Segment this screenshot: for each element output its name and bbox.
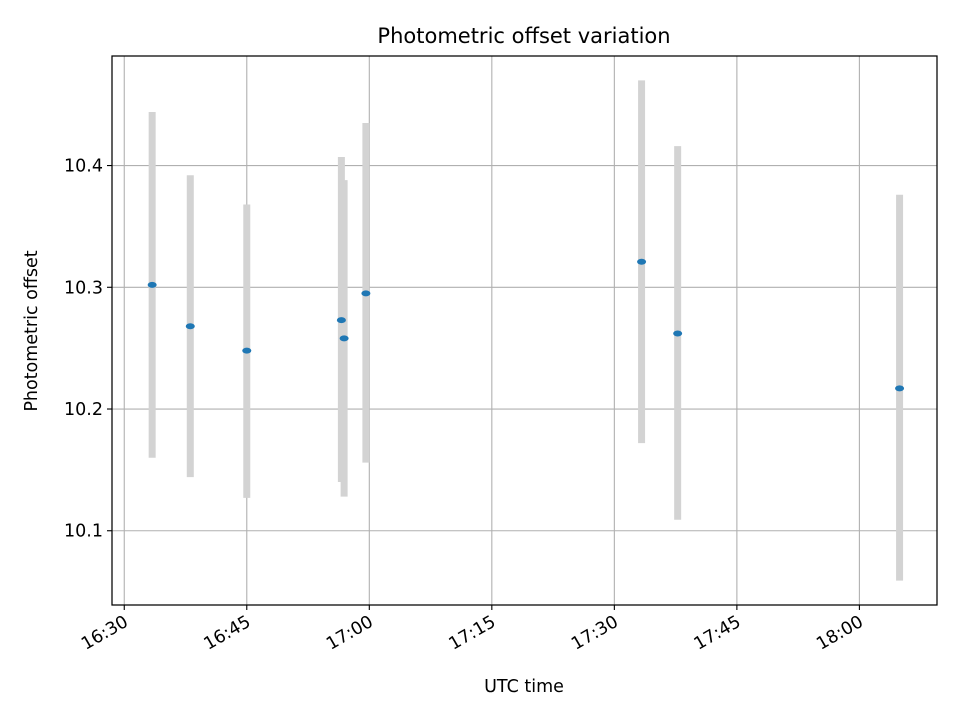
y-tick-label: 10.1	[64, 522, 103, 542]
data-point	[242, 347, 252, 354]
data-point	[673, 330, 683, 337]
y-tick-label: 10.3	[64, 278, 103, 298]
data-point	[185, 323, 195, 330]
y-tick-label: 10.4	[64, 157, 103, 177]
data-point	[895, 385, 905, 392]
data-point	[147, 281, 157, 288]
y-axis-ticks: 10.1 10.2 10.3 10.4	[64, 157, 112, 542]
data-points	[147, 258, 905, 392]
data-point	[336, 317, 346, 324]
chart-title: Photometric offset variation	[377, 24, 670, 48]
data-point	[361, 290, 371, 297]
y-tick-label: 10.2	[64, 400, 103, 420]
axes-frame	[111, 55, 938, 606]
data-point	[637, 258, 647, 265]
x-axis-label: UTC time	[484, 677, 564, 697]
y-axis-label: Photometric offset	[22, 250, 42, 411]
data-point	[339, 335, 349, 342]
